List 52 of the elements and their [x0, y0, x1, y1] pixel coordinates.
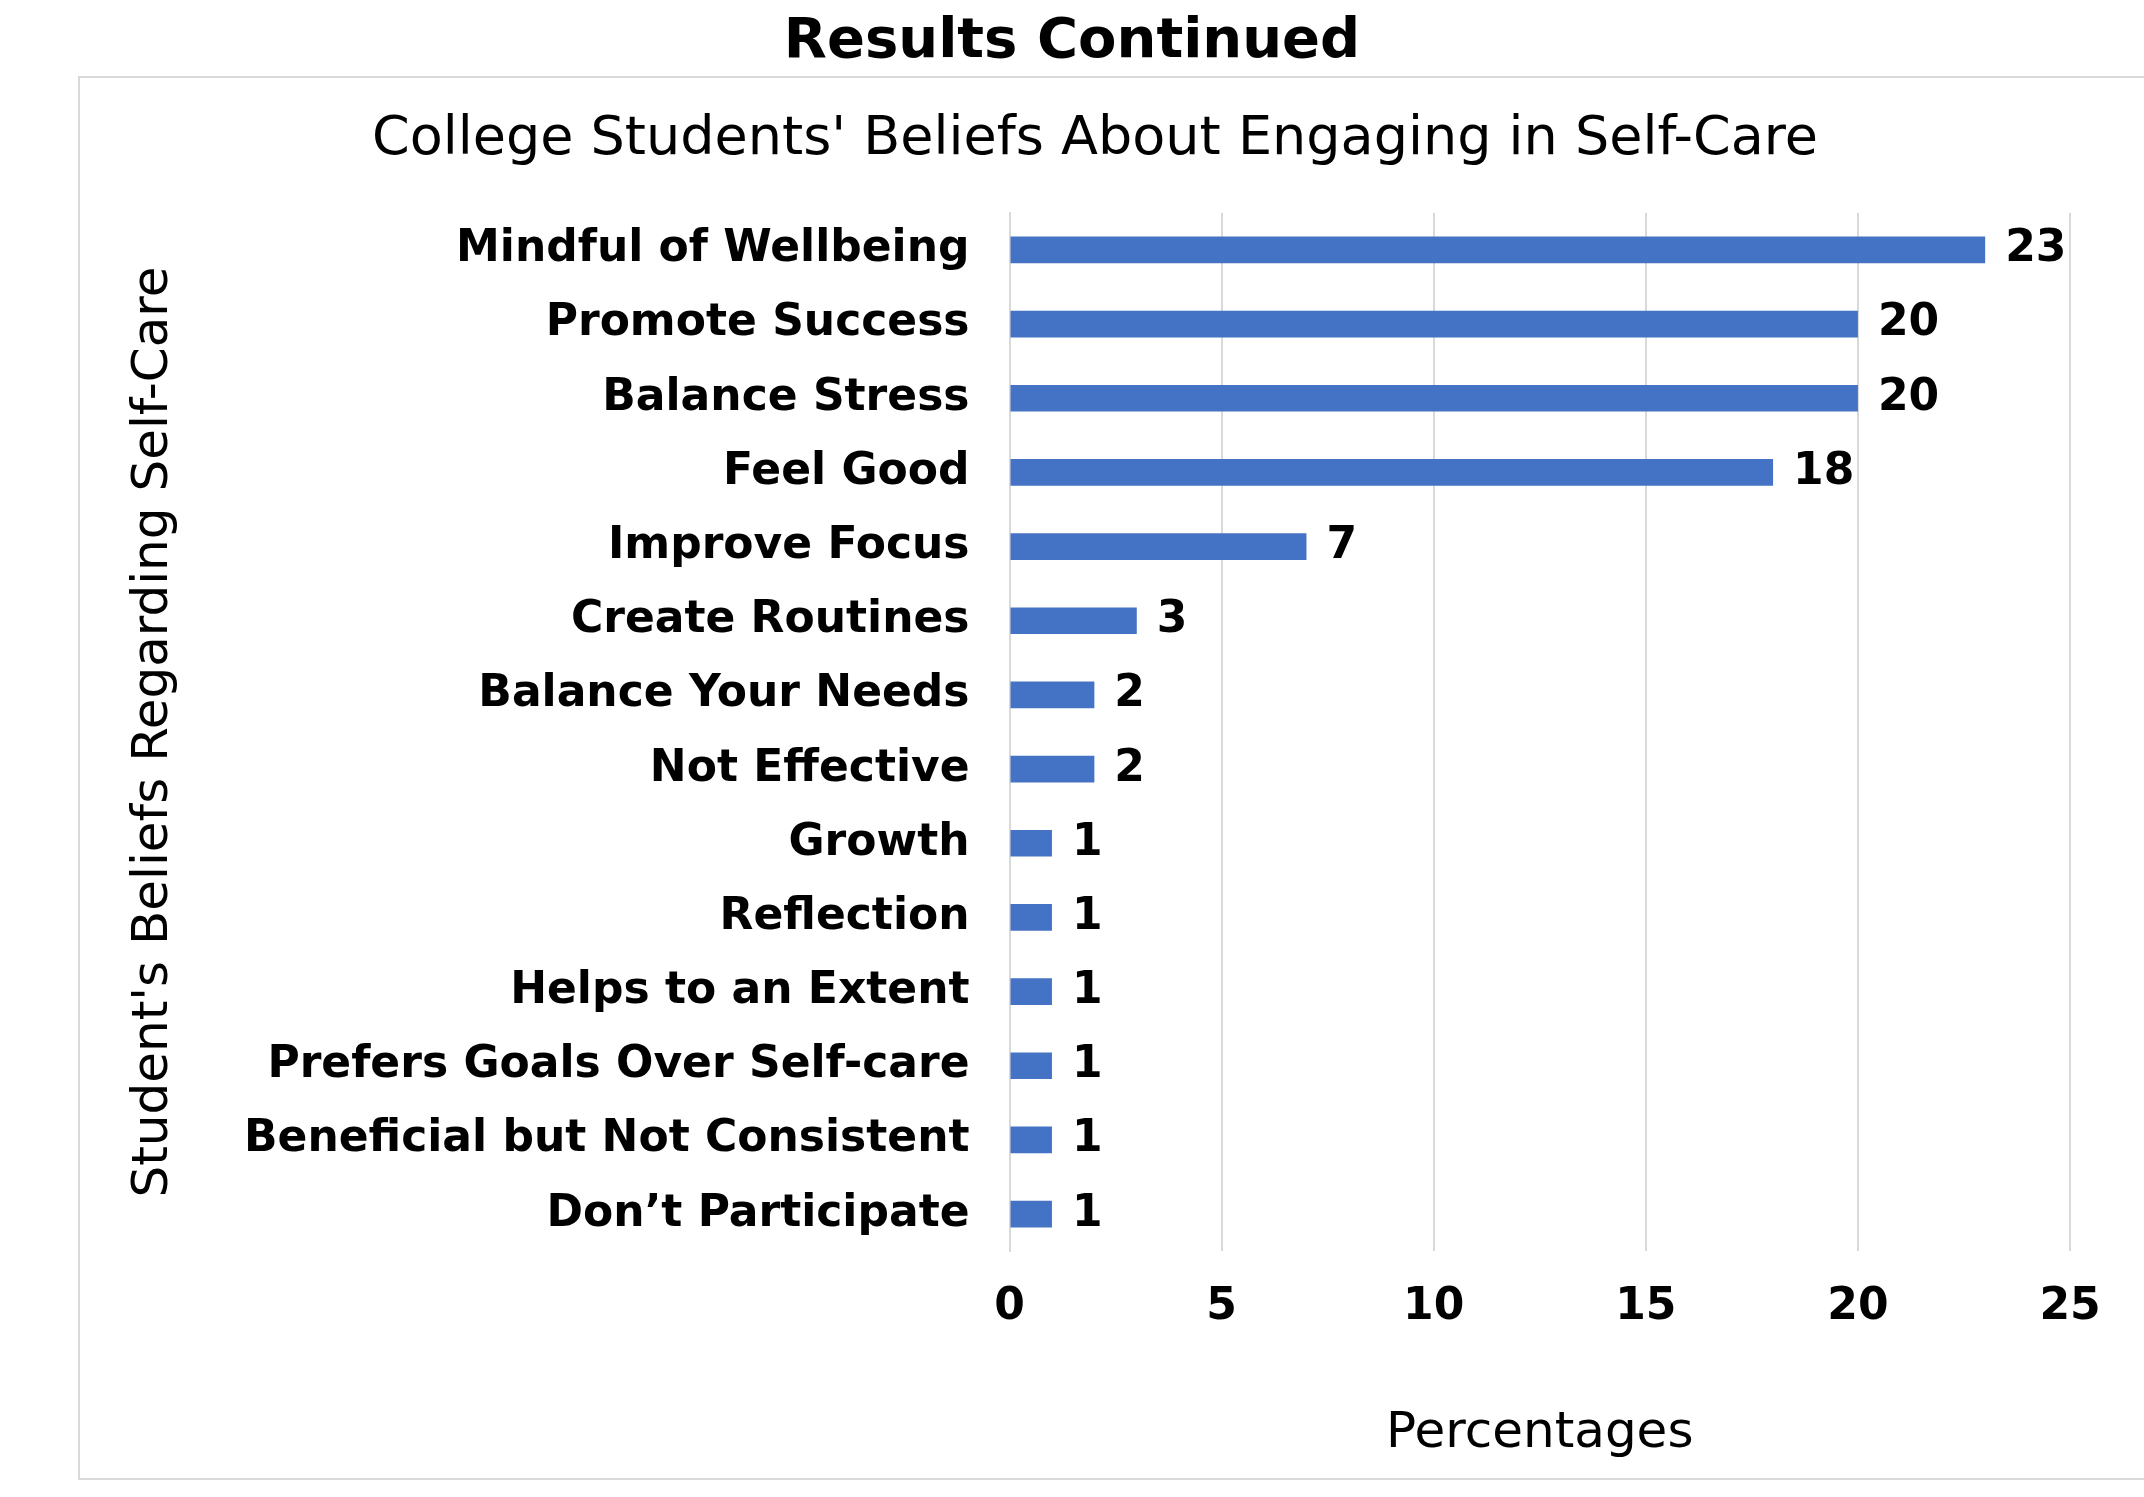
bar [1010, 829, 1052, 857]
data-label: 2 [1114, 665, 1145, 717]
y-tick-label: Reflection [719, 887, 970, 939]
bar [1010, 310, 1858, 338]
bar [1010, 607, 1137, 635]
bar [1010, 904, 1052, 931]
data-label: 1 [1071, 813, 1103, 865]
data-label: 1 [1071, 1036, 1103, 1088]
data-label: 7 [1326, 517, 1358, 569]
x-tick-label: 0 [994, 1278, 1025, 1330]
data-label: 18 [1793, 442, 1855, 494]
x-tick-label: 10 [1403, 1278, 1465, 1330]
data-label: 23 [2005, 220, 2067, 272]
y-tick-label: Balance Stress [602, 368, 970, 420]
bar [1010, 459, 1774, 486]
data-label: 20 [1877, 294, 1940, 346]
bar [1010, 755, 1095, 783]
y-tick-label: Prefers Goals Over Self-care [267, 1036, 970, 1088]
chart-title: College Students' Beliefs About Engaging in Self-Care [371, 104, 1819, 168]
data-label: 1 [1071, 962, 1103, 1014]
y-axis-title: Student's Beliefs Regarding Self-Care [120, 266, 179, 1198]
y-tick-label: Create Routines [570, 591, 970, 643]
bar [1010, 681, 1095, 709]
bar [1010, 384, 1858, 412]
bar [1010, 533, 1307, 560]
y-tick-label: Feel Good [723, 442, 970, 494]
x-tick-label: 15 [1615, 1278, 1677, 1330]
y-tick-label: Not Effective [649, 739, 970, 791]
y-tick-label: Helps to an Extent [510, 962, 970, 1014]
y-tick-label: Promote Success [545, 294, 970, 346]
x-tick-label: 20 [1827, 1278, 1889, 1330]
y-tick-label: Beneficial but Not Consistent [244, 1110, 970, 1162]
x-tick-label: 5 [1206, 1278, 1237, 1330]
bar [1010, 978, 1052, 1005]
data-label: 2 [1114, 739, 1145, 791]
x-tick-label: 25 [2039, 1278, 2101, 1330]
x-axis-title: Percentages [1386, 1400, 1694, 1459]
bar [1010, 1052, 1052, 1080]
data-label: 20 [1877, 368, 1940, 420]
y-tick-label: Don’t Participate [546, 1184, 970, 1236]
y-tick-label: Balance Your Needs [478, 665, 970, 717]
data-label: 3 [1156, 591, 1188, 643]
bar [1010, 1200, 1052, 1228]
y-tick-label: Mindful of Wellbeing [456, 220, 970, 272]
y-tick-label: Growth [788, 813, 970, 865]
y-tick-label: Improve Focus [607, 517, 970, 569]
bar [1010, 1126, 1052, 1154]
text: Results Continued [782, 4, 1362, 72]
data-label: 1 [1071, 887, 1103, 939]
bar [1010, 236, 1986, 264]
data-label: 1 [1071, 1184, 1103, 1236]
data-label: 1 [1071, 1110, 1103, 1162]
